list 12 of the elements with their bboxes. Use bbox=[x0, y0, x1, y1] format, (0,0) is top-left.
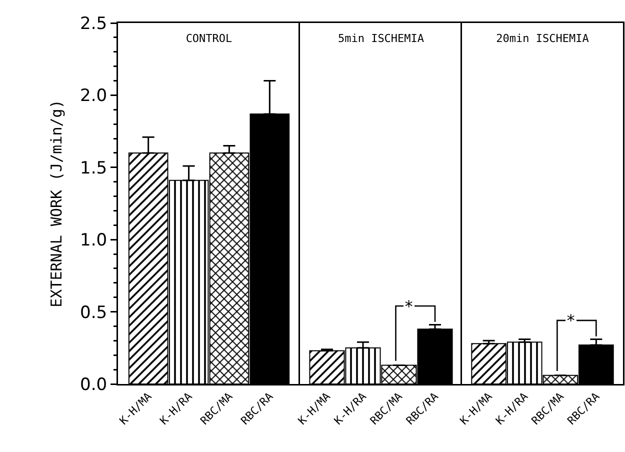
text: CONTROL bbox=[186, 32, 233, 45]
y-tick-label: 0.5 bbox=[80, 302, 108, 323]
y-tick-label: 2.0 bbox=[80, 86, 108, 106]
text: 5min ISCHEMIA bbox=[338, 32, 424, 45]
y-axis-title: EXTERNAL WORK (J/min/g) bbox=[48, 100, 66, 308]
y-tick-label: 1.5 bbox=[80, 158, 108, 178]
y-tick-label: 2.5 bbox=[80, 14, 108, 34]
y-tick-label: 0.0 bbox=[80, 374, 108, 395]
annotation: * bbox=[566, 311, 576, 330]
text: 20min ISCHEMIA bbox=[496, 32, 590, 45]
annotation: * bbox=[404, 297, 414, 316]
y-tick-label: 1.0 bbox=[80, 230, 108, 251]
